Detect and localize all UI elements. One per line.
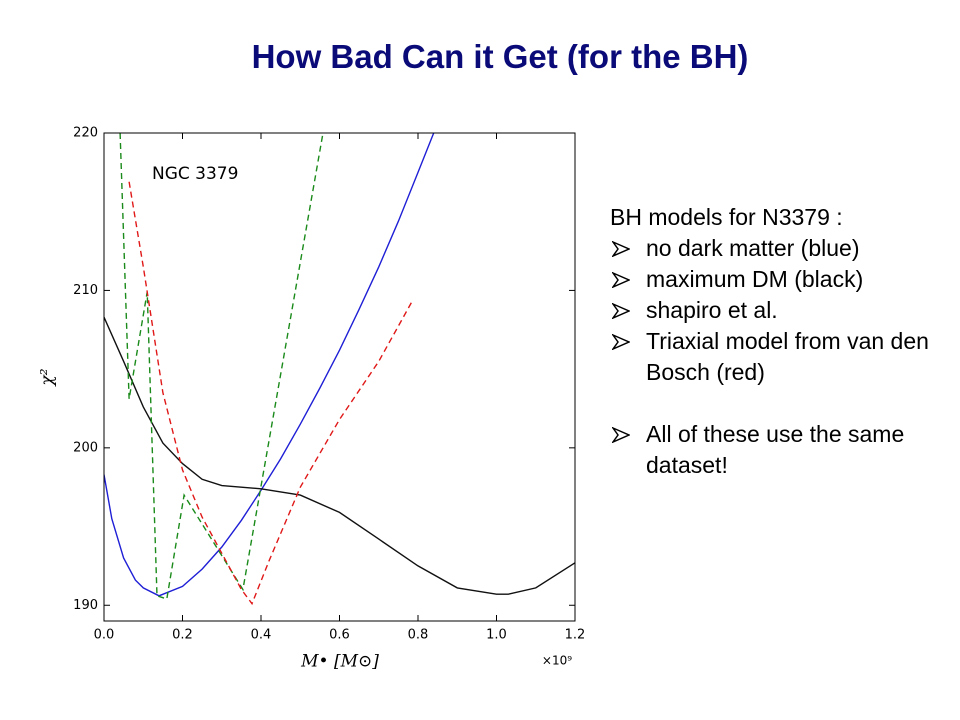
arrow-bullet bbox=[612, 303, 630, 319]
chart: NGC 3379 M• [M⊙] ×10⁹ χ² 0.0 0.2 0.4 0.6 0.8… bbox=[38, 126, 586, 672]
arrow-bullet bbox=[612, 334, 630, 350]
series-line bbox=[104, 316, 575, 595]
slide-title: How Bad Can it Get (for the BH) bbox=[251, 38, 749, 75]
bullet: maximum DM (black) bbox=[610, 264, 940, 295]
x-offset-label: ×10⁹ bbox=[542, 654, 572, 668]
x-tick-label: 0.6 bbox=[329, 628, 350, 643]
y-tick-label: 190 bbox=[73, 598, 98, 613]
x-tick-label: 0.8 bbox=[408, 628, 429, 643]
bullet-text: no dark matter (blue) bbox=[646, 235, 860, 261]
x-tick-label: 0.0 bbox=[94, 628, 115, 643]
bullet: no dark matter (blue) bbox=[610, 233, 940, 264]
arrow-bullet bbox=[612, 427, 630, 443]
bullet-list: no dark matter (blue) maximum DM (black)… bbox=[610, 233, 940, 481]
arrow-bullet bbox=[612, 241, 630, 257]
bullet-text: All of these use the same dataset! bbox=[646, 421, 905, 478]
x-tick-label: 0.2 bbox=[172, 628, 193, 643]
annotation: NGC 3379 bbox=[152, 164, 238, 184]
plot-lines bbox=[104, 133, 575, 606]
bullet: Triaxial model from van den Bosch (red) bbox=[610, 326, 940, 388]
bullet-text: Triaxial model from van den Bosch (red) bbox=[646, 328, 929, 385]
x-axis-label: M• [M⊙] bbox=[300, 652, 379, 672]
y-tick-label: 200 bbox=[73, 440, 98, 455]
x-tick-label: 1.2 bbox=[565, 628, 586, 643]
bullet-text: shapiro et al. bbox=[646, 297, 778, 323]
series-line bbox=[119, 133, 324, 600]
notes-heading: BH models for N3379 : bbox=[610, 204, 843, 230]
y-axis-label: χ² bbox=[38, 368, 58, 386]
x-tick-label: 0.4 bbox=[251, 628, 272, 643]
x-tick-label: 1.0 bbox=[486, 628, 507, 643]
notes: BH models for N3379 : no dark matter (bl… bbox=[610, 202, 940, 481]
series-line bbox=[128, 181, 414, 606]
bullet: shapiro et al. bbox=[610, 295, 940, 326]
y-tick-label: 220 bbox=[73, 126, 98, 141]
bullet-text: maximum DM (black) bbox=[646, 266, 864, 292]
y-tick-label: 210 bbox=[73, 283, 98, 298]
arrow-bullet bbox=[612, 272, 630, 288]
bullet: All of these use the same dataset! bbox=[610, 419, 940, 481]
series-line bbox=[104, 133, 435, 597]
